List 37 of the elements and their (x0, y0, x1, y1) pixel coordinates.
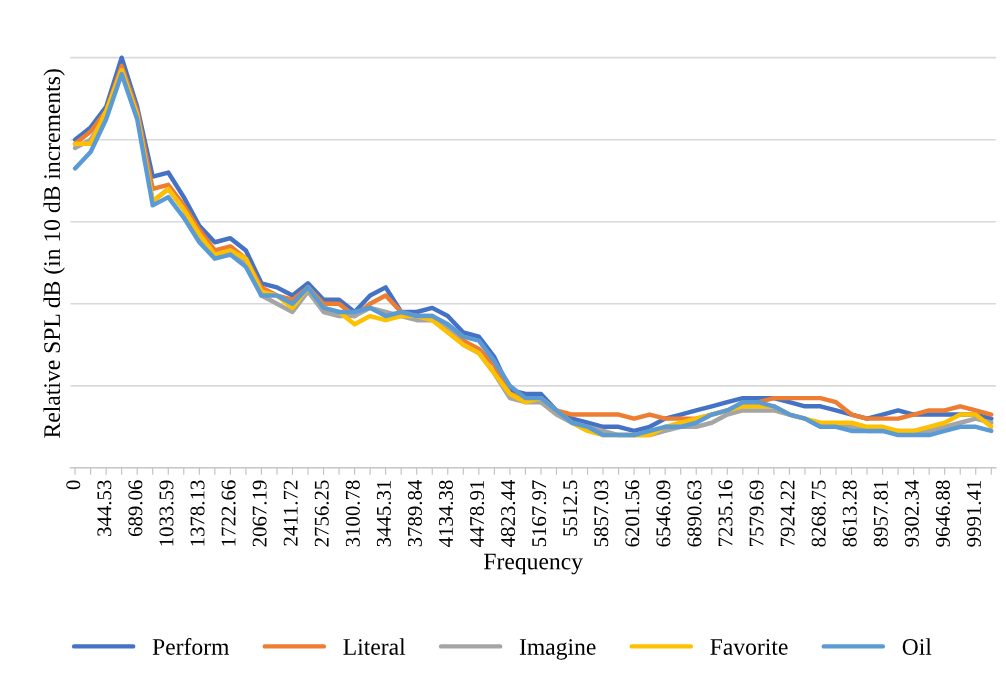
x-tick-label: 7579.69 (749, 480, 764, 546)
x-tick-label: 0 (66, 480, 81, 490)
x-tick-label: 1033.59 (159, 480, 174, 546)
x-tick-label: 3100.78 (345, 480, 360, 547)
y-axis-title: Relative SPL dB (in 10 dB increments) (43, 69, 65, 438)
legend-label: Favorite (710, 639, 788, 655)
x-tick-label: 2756.25 (314, 480, 329, 547)
legend-label: Literal (343, 638, 406, 655)
legend-label: Imagine (519, 639, 596, 660)
x-tick-label: 4134.38 (438, 480, 454, 547)
x-tick-label: 3445.31 (376, 480, 391, 547)
x-tick-label: 8268.75 (811, 480, 826, 547)
x-tick-label: 7235.16 (718, 480, 733, 546)
legend-label: Oil (902, 638, 932, 655)
x-tick-label: 4478.91 (469, 480, 485, 547)
x-tick-label: 1722.66 (221, 480, 236, 546)
x-tick-label: 6546.09 (656, 480, 671, 547)
x-axis-title: Frequency (484, 553, 583, 575)
x-tick-label: 7924.22 (780, 480, 795, 546)
x-tick-label: 9646.88 (935, 480, 950, 547)
x-tick-label: 5512.5 (563, 480, 578, 536)
x-tick-label: 5167.97 (532, 480, 547, 547)
x-tick-label: 4823.44 (501, 479, 516, 547)
x-tick-label: 6201.56 (625, 480, 640, 547)
x-tick-label: 1378.13 (190, 480, 205, 546)
x-tick-label: 3789.84 (407, 479, 423, 547)
x-tick-label: 9991.41 (966, 480, 982, 547)
x-tick-label: 9302.34 (904, 479, 919, 547)
x-tick-label: 5857.03 (594, 480, 609, 547)
legend-label: Perform (152, 638, 230, 655)
x-tick-label: 8957.81 (873, 480, 888, 547)
x-tick-label: 2067.19 (252, 480, 267, 547)
x-tick-label: 344.53 (97, 480, 112, 536)
x-tick-label: 2411.72 (283, 480, 298, 546)
x-tick-label: 689.06 (128, 480, 143, 537)
x-tick-label: 6890.63 (687, 480, 702, 547)
x-tick-label: 8613.28 (842, 480, 857, 547)
